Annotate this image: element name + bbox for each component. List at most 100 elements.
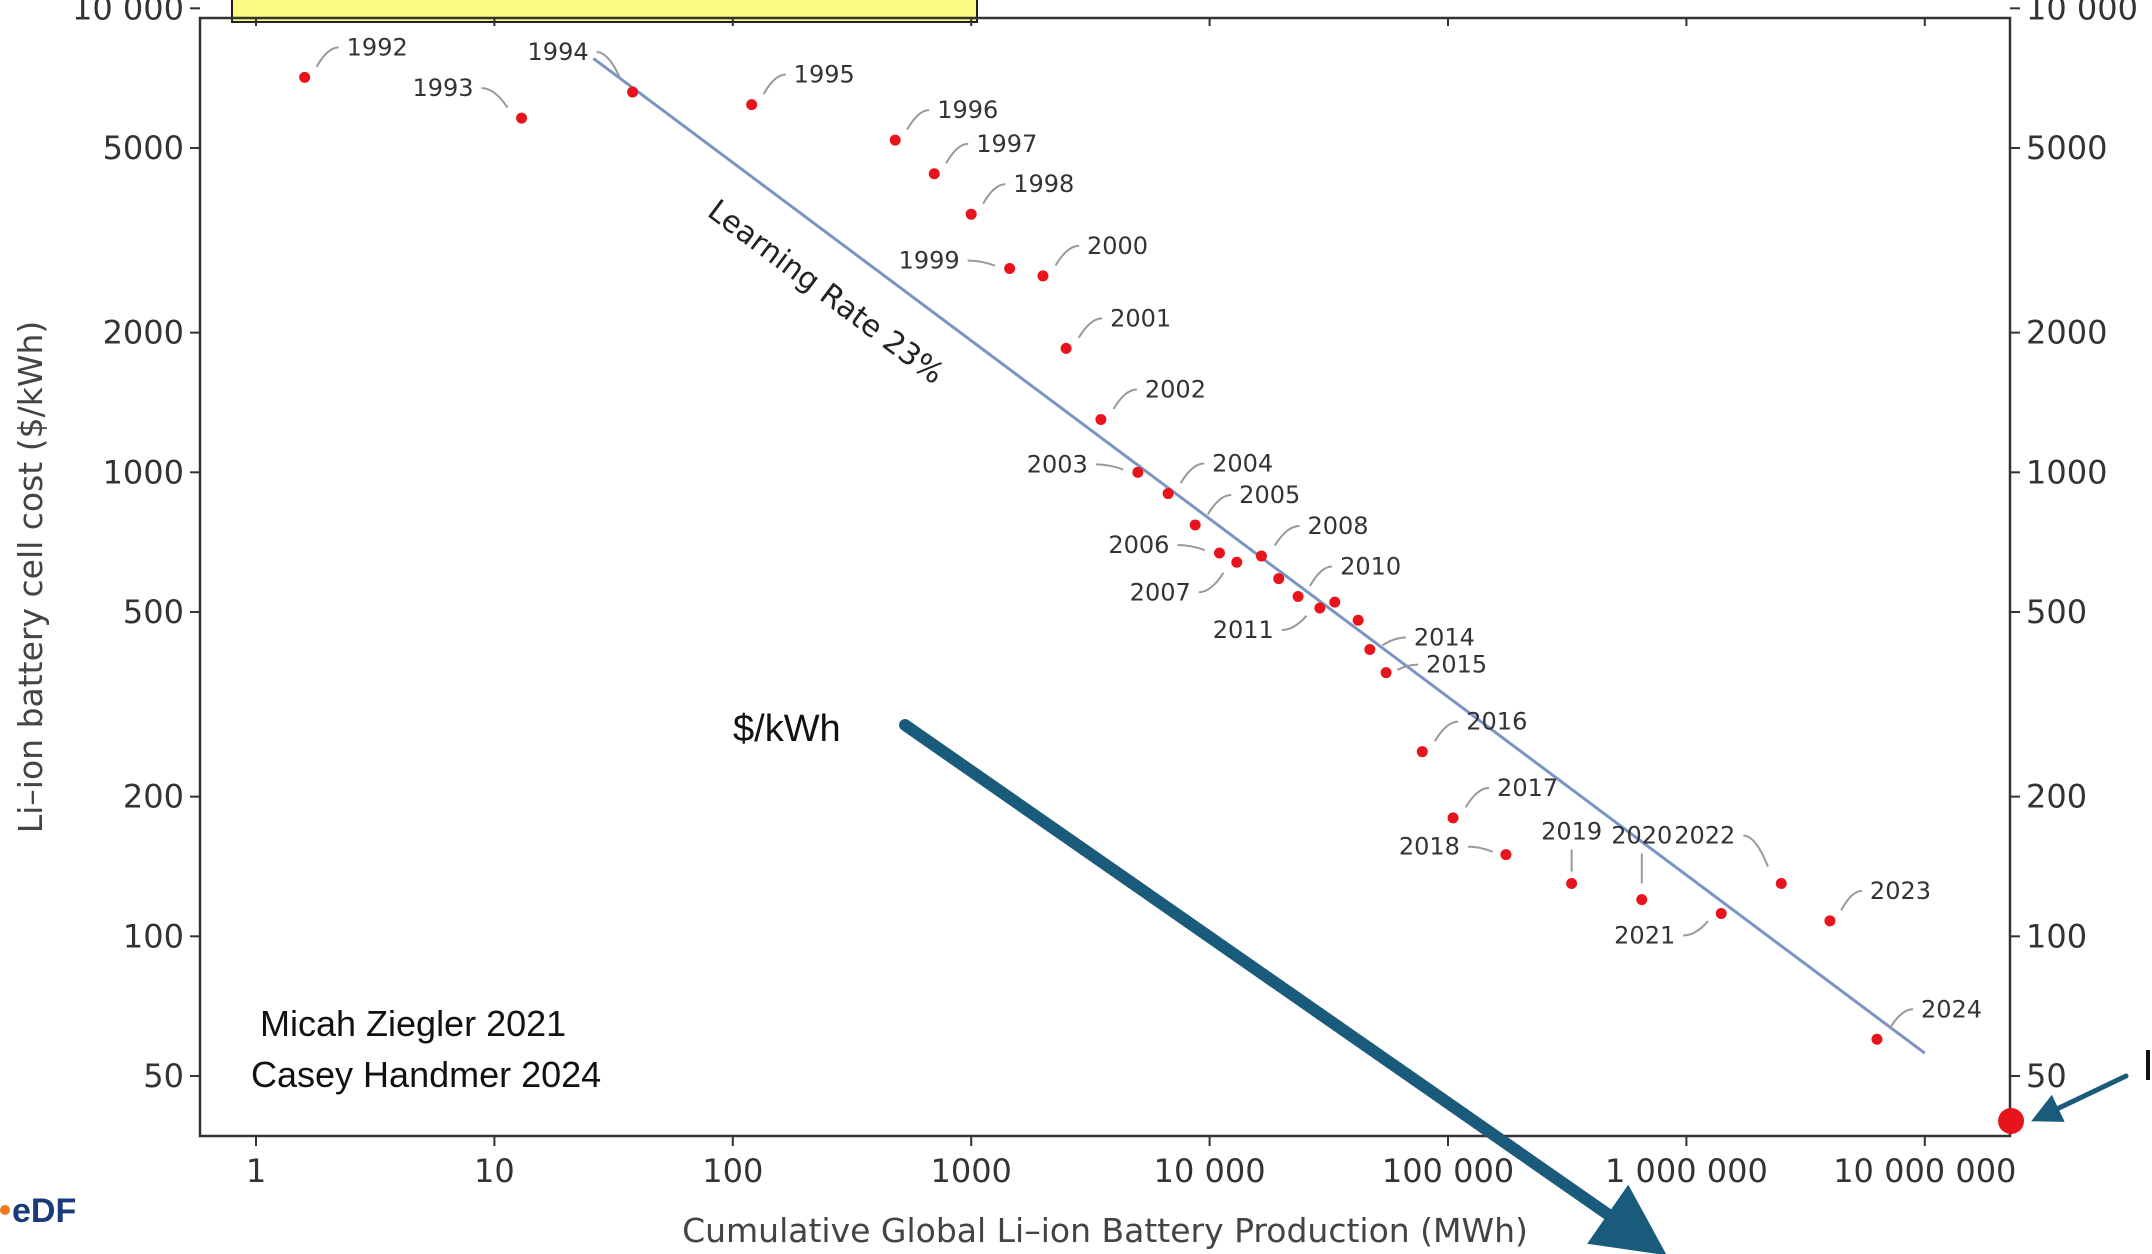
point-label: 2020 <box>1611 822 1672 850</box>
label-leader <box>1112 388 1137 410</box>
point-label: 1995 <box>794 61 855 89</box>
data-point <box>1416 746 1428 758</box>
point-label: 2003 <box>1027 450 1088 478</box>
data-point <box>1380 667 1392 679</box>
data-point <box>746 99 758 111</box>
data-point <box>516 112 528 124</box>
point-label: 2002 <box>1145 375 1206 403</box>
label-leader <box>906 109 930 131</box>
data-point <box>1314 602 1326 614</box>
data-point <box>299 71 311 83</box>
big-down-arrow <box>899 719 1667 1254</box>
label-leader <box>1434 720 1459 742</box>
label-leader <box>1273 525 1300 547</box>
data-point <box>1636 894 1648 906</box>
data-point <box>1715 907 1727 919</box>
yellow-title-box <box>231 0 978 23</box>
data-point <box>1231 556 1243 568</box>
label-leader <box>1381 636 1406 647</box>
data-point <box>1824 915 1836 927</box>
extra-point <box>1998 1107 2025 1134</box>
y-tick-label-right: 10 000 <box>2026 0 2138 27</box>
y-tick-label-left: 50 <box>143 1057 184 1095</box>
x-tick-label: 1 000 000 <box>1605 1152 1768 1190</box>
point-label: 2006 <box>1108 531 1169 559</box>
point-label: 1997 <box>976 130 1037 158</box>
point-label: 2023 <box>1870 877 1931 905</box>
data-point <box>1352 614 1364 626</box>
y-tick-label-right: 200 <box>2026 778 2087 816</box>
unit-note: $/kWh <box>733 708 841 750</box>
point-label: 2010 <box>1340 552 1401 580</box>
data-point <box>1775 877 1787 889</box>
data-point <box>1273 573 1285 585</box>
data-point <box>1037 270 1049 282</box>
data-point <box>627 86 639 98</box>
label-leader <box>762 73 786 95</box>
learning-rate-label: Learning Rate 23% <box>701 193 950 391</box>
label-leader <box>1743 834 1769 868</box>
plot-frame <box>198 16 2012 1138</box>
data-point <box>1255 550 1267 562</box>
data-point <box>1189 519 1201 531</box>
data-point <box>1364 644 1376 656</box>
x-tick-label: 10 <box>474 1152 515 1190</box>
point-label: 2007 <box>1130 578 1191 606</box>
label-leader <box>1396 663 1419 671</box>
data-point <box>1095 413 1107 425</box>
data-point <box>965 208 977 220</box>
data-point <box>1292 590 1304 602</box>
label-leader <box>315 46 339 68</box>
label-leader <box>1464 786 1490 808</box>
x-tick-label: 100 <box>702 1152 763 1190</box>
cut-off-text-fragment <box>2146 1050 2150 1080</box>
small-arrow <box>2031 1073 2129 1122</box>
label-leader <box>1054 244 1080 266</box>
data-point <box>1162 488 1174 500</box>
point-label: 2016 <box>1466 708 1527 736</box>
label-leader <box>945 142 969 164</box>
point-label: 1993 <box>412 74 473 102</box>
y-tick-label-left: 5000 <box>103 129 184 167</box>
y-tick-label-left: 500 <box>123 593 184 631</box>
data-point <box>1329 596 1341 608</box>
point-label: 1999 <box>899 246 960 274</box>
edf-logo: eDF <box>0 1192 76 1230</box>
point-label: 2000 <box>1087 232 1148 260</box>
point-label: 2017 <box>1497 774 1558 802</box>
y-axis-title: Li–ion battery cell cost ($/kWh) <box>11 321 50 834</box>
point-label: 2008 <box>1307 512 1368 540</box>
y-tick-label-right: 5000 <box>2026 129 2107 167</box>
x-tick-label: 10 000 000 <box>1833 1152 2016 1190</box>
label-leader <box>982 183 1006 205</box>
label-leader <box>1683 920 1709 937</box>
credit-line-1: Micah Ziegler 2021 <box>260 1003 566 1044</box>
x-tick-label: 1 <box>246 1152 266 1190</box>
x-axis: 1 10 100 1000 10 000 100 000 1 000 000 10 000 0… <box>246 18 2016 1190</box>
data-point <box>1004 262 1016 274</box>
y-tick-label-left: 1000 <box>103 453 184 491</box>
x-tick-label: 10 000 <box>1154 1152 1266 1190</box>
y-tick-label-left: 100 <box>123 917 184 955</box>
edf-logo-text: eDF <box>12 1192 76 1230</box>
label-leader <box>1888 1008 1914 1030</box>
point-label: 2021 <box>1614 921 1675 949</box>
point-label: 2022 <box>1674 821 1735 849</box>
point-label: 1992 <box>347 33 408 61</box>
y-tick-label-right: 500 <box>2026 593 2087 631</box>
label-leader <box>1179 462 1205 484</box>
y-tick-label-left: 2000 <box>103 314 184 352</box>
data-point <box>889 134 901 146</box>
label-leader <box>1177 544 1206 552</box>
point-label: 2001 <box>1110 304 1171 332</box>
y-axis-left: 50 100 200 500 1000 2000 5000 10 000 <box>72 0 200 1095</box>
data-point <box>928 168 940 180</box>
data-point <box>1213 547 1225 559</box>
label-leader <box>1467 845 1494 853</box>
label-leader <box>1281 615 1308 632</box>
point-label: 1998 <box>1013 170 1074 198</box>
x-axis-title: Cumulative Global Li–ion Battery Product… <box>682 1211 1528 1250</box>
point-label: 2011 <box>1213 616 1274 644</box>
